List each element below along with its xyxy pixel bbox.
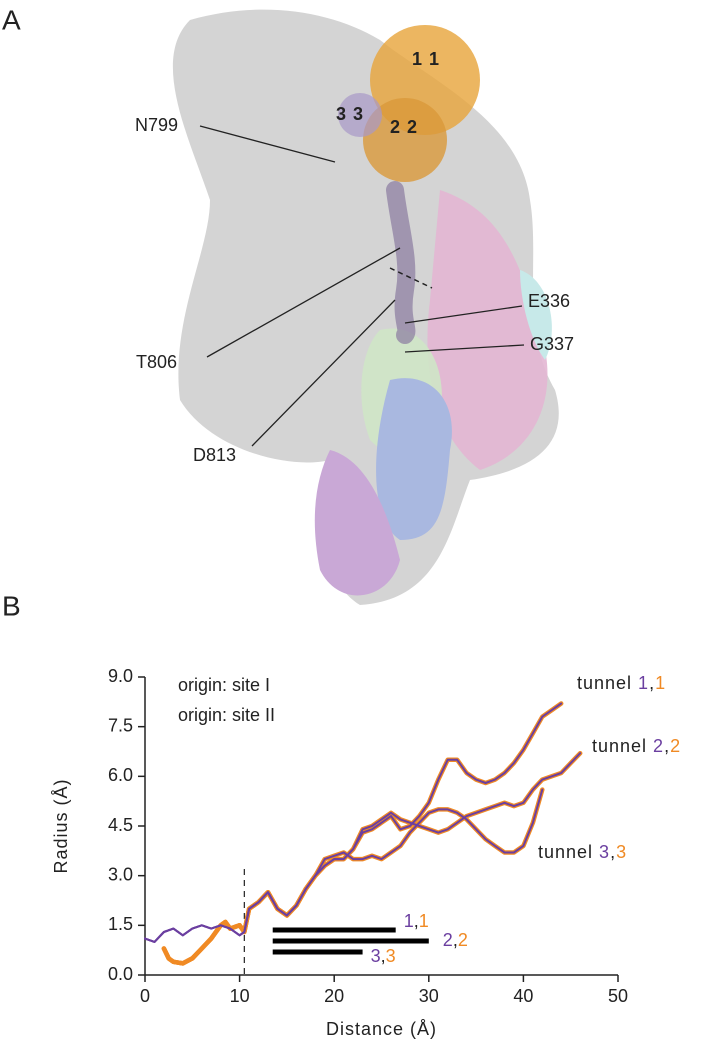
range-label: 2,2	[443, 930, 468, 950]
y-tick-label: 7.5	[108, 715, 133, 735]
tunnel-label-part: 3	[616, 842, 627, 862]
legend-entry: origin: site II	[178, 705, 275, 725]
surface-cyan	[520, 270, 552, 360]
tunnel-line	[144, 788, 544, 943]
y-axis-label: Radius (Å)	[51, 778, 71, 873]
y-tick-label: 4.5	[108, 815, 133, 835]
tunnel-label-part: tunnel	[592, 736, 653, 756]
tunnel-label-part: 2	[653, 736, 664, 756]
y-tick-label: 9.0	[108, 666, 133, 686]
surface-purple	[314, 450, 400, 596]
y-tick-label: 1.5	[108, 914, 133, 934]
y-tick-label: 0.0	[108, 964, 133, 984]
x-tick-label: 10	[230, 986, 250, 1006]
x-tick-label: 0	[140, 986, 150, 1006]
x-tick-label: 40	[513, 986, 533, 1006]
x-tick-label: 50	[608, 986, 628, 1006]
y-tick-label: 6.0	[108, 765, 133, 785]
tunnel-label-part: 2	[670, 736, 681, 756]
surface-pink	[427, 190, 548, 470]
sphere-label: 1	[429, 49, 439, 69]
tunnel-line	[144, 702, 563, 943]
dashed-marker	[389, 267, 433, 289]
tunnel-label: tunnel 2,2	[592, 736, 681, 756]
residue-label: T806	[136, 352, 177, 372]
sphere-label: 1	[412, 49, 422, 69]
sphere-label: 3	[353, 104, 363, 124]
leader-line	[199, 125, 336, 163]
sphere-3	[338, 93, 382, 137]
tunnel-label-part: ,	[649, 673, 655, 693]
range-label: 1,1	[404, 911, 429, 931]
tunnel-label: tunnel 1,1	[577, 673, 666, 693]
tunnel-label-part: tunnel	[538, 842, 599, 862]
residue-label: D813	[193, 445, 236, 465]
surface-gray	[172, 9, 559, 606]
legend-entry: origin: site I	[178, 675, 270, 695]
range-label: 3,3	[371, 946, 396, 966]
range-label-part: 3	[371, 946, 381, 966]
range-label-part: ,	[414, 911, 419, 931]
chart: 0.0 1.5 3.0 4.5 6.0 7.5 9.0 0 10 20 30 40 50 Distance…	[51, 666, 681, 1039]
leader-line	[251, 299, 396, 447]
tunnel-line	[144, 752, 582, 943]
range-label-part: ,	[381, 946, 386, 966]
panel-label: A	[2, 4, 21, 35]
tunnel	[386, 181, 416, 344]
tunnel-label-part: 1	[655, 673, 666, 693]
range-label-part: ,	[453, 930, 458, 950]
sphere-label: 2	[390, 117, 400, 137]
leader-line	[404, 344, 525, 353]
sphere-2	[363, 98, 447, 182]
tunnel-label-part: ,	[610, 842, 616, 862]
residue-label: G337	[530, 334, 574, 354]
range-label-part: 2	[443, 930, 453, 950]
range-label-part: 1	[404, 911, 414, 931]
structure	[172, 9, 559, 606]
range-label-part: 1	[419, 911, 429, 931]
tunnel-label-part: 1	[638, 673, 649, 693]
tunnel-line	[161, 787, 545, 966]
range-label-part: 2	[458, 930, 468, 950]
sphere-label: 3	[336, 104, 346, 124]
tunnel-label-part: tunnel	[577, 673, 638, 693]
x-axis-label: Distance (Å)	[326, 1019, 437, 1039]
x-tick-label: 20	[324, 986, 344, 1006]
tunnel-label: tunnel 3,3	[538, 842, 627, 862]
sphere-label: 2	[407, 117, 417, 137]
residue-label: E336	[528, 291, 570, 311]
residue-label: N799	[135, 115, 178, 135]
leader-line	[206, 247, 401, 358]
surface-blue	[376, 378, 452, 540]
tunnel-label-part: ,	[664, 736, 670, 756]
panel-label: B	[2, 590, 21, 621]
leader-line	[404, 305, 523, 324]
y-tick-label: 3.0	[108, 864, 133, 884]
tunnel-label-part: 3	[599, 842, 610, 862]
x-tick-label: 30	[419, 986, 439, 1006]
range-label-part: 3	[386, 946, 396, 966]
residue-labels: N799 T806 D813 E336 G337	[135, 115, 574, 465]
